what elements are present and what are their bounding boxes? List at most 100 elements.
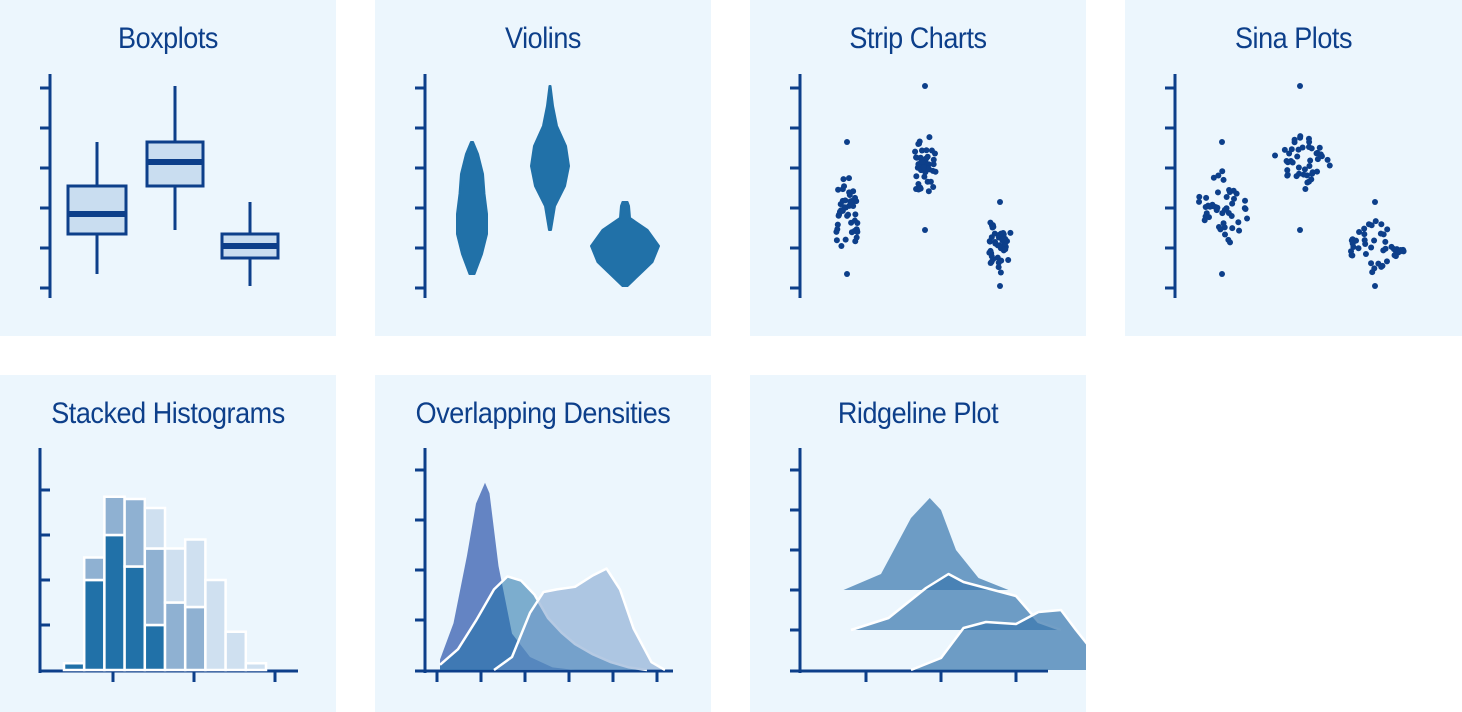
sina-point <box>1217 226 1224 233</box>
panel-stacked-histograms: Stacked Histograms <box>0 375 336 712</box>
strip-point <box>998 257 1005 264</box>
strip-point <box>927 178 934 185</box>
strip-point <box>837 201 844 208</box>
strip-point <box>838 242 845 249</box>
density-area <box>494 568 665 670</box>
sina-point <box>1297 83 1303 89</box>
strip-point <box>839 207 846 214</box>
violin-shape <box>590 201 660 287</box>
sina-point <box>1349 252 1356 259</box>
panel-title: Sina Plots <box>1234 22 1353 55</box>
sina-point <box>1219 271 1225 277</box>
histogram-bar <box>82 556 106 582</box>
sina-point <box>1295 164 1302 171</box>
sina-point <box>1317 152 1324 159</box>
ridge-area <box>843 498 1009 590</box>
ridge-area <box>911 610 1086 670</box>
sina-point <box>1272 152 1279 159</box>
strip-point <box>931 150 938 157</box>
sina-point <box>1368 244 1375 251</box>
sina-point <box>1305 143 1312 150</box>
strip-point <box>932 168 939 175</box>
violin-chart <box>415 74 660 298</box>
sina-point <box>1382 238 1389 245</box>
panel-boxplots: Boxplots <box>0 0 336 336</box>
ridgeline-chart <box>790 448 1086 682</box>
panel-title: Ridgeline Plot <box>837 397 999 430</box>
sina-point <box>1390 245 1397 252</box>
sina-point <box>1242 197 1249 204</box>
strip-point <box>926 134 933 141</box>
strip-point <box>996 242 1003 249</box>
sina-point <box>1299 144 1306 151</box>
sina-point <box>1291 136 1298 143</box>
sina-point <box>1288 146 1295 153</box>
ridge-area <box>851 574 1061 630</box>
strip-point <box>915 140 922 147</box>
ridge-outline <box>850 572 1062 632</box>
sina-point <box>1229 225 1236 232</box>
sina-point <box>1378 263 1385 270</box>
sina-point <box>1215 172 1222 179</box>
histogram-bar <box>163 601 187 672</box>
strip-point <box>919 158 926 165</box>
histogram-bar <box>163 547 187 604</box>
sina-point <box>1235 219 1242 226</box>
strip-point <box>852 211 859 218</box>
strip-point <box>987 219 994 226</box>
sina-point <box>1378 221 1385 228</box>
strip-point <box>850 188 857 195</box>
sina-point <box>1300 171 1307 178</box>
sina-point <box>1362 251 1369 258</box>
sina-point <box>1203 194 1210 201</box>
sina-point <box>1294 153 1301 160</box>
panel-title: Overlapping Densities <box>415 397 671 430</box>
sina-point <box>1400 248 1407 255</box>
strip-point <box>912 148 919 155</box>
violin-shape <box>530 85 570 231</box>
strip-point <box>844 139 850 145</box>
sina-point <box>1355 245 1362 252</box>
ridge-outline <box>910 608 1086 672</box>
histogram-bar <box>123 565 147 672</box>
strip-point <box>995 264 1002 271</box>
strip-point <box>835 212 842 219</box>
sina-point <box>1286 150 1293 157</box>
panel-title: Violins <box>505 22 581 55</box>
strip-point <box>988 253 995 260</box>
strip-point <box>1000 231 1007 238</box>
panel-strip-charts: Strip Charts <box>750 0 1086 336</box>
sina-point <box>1242 206 1249 213</box>
sina-point <box>1219 210 1226 217</box>
strip-point <box>925 188 932 195</box>
sina-point <box>1371 265 1378 272</box>
box-body <box>66 184 128 236</box>
strip-point <box>854 228 861 235</box>
sina-point <box>1324 156 1331 163</box>
panel-title: Strip Charts <box>849 22 987 55</box>
strip-point <box>840 176 847 183</box>
strip-point <box>852 194 859 201</box>
sina-point <box>1361 237 1368 244</box>
strip-point <box>1007 229 1014 236</box>
sina-point <box>1226 186 1233 193</box>
sina-point <box>1368 222 1375 229</box>
strip-point <box>853 234 860 241</box>
strip-point <box>1005 257 1012 264</box>
strip-point <box>930 184 937 191</box>
strip-point <box>1000 236 1007 243</box>
panel-title: Stacked Histograms <box>51 397 285 430</box>
strip-chart <box>790 74 1014 298</box>
strip-point <box>1002 246 1009 253</box>
density-chart <box>415 448 673 682</box>
strip-point <box>921 173 928 180</box>
sina-point <box>1306 162 1313 169</box>
sina-chart <box>1165 74 1407 298</box>
strip-point <box>844 212 851 219</box>
sina-point <box>1284 159 1291 166</box>
sina-point <box>1309 169 1316 176</box>
sina-point <box>1361 231 1368 238</box>
strip-point <box>833 237 840 244</box>
sina-point <box>1202 204 1209 211</box>
sina-point <box>1297 133 1304 140</box>
